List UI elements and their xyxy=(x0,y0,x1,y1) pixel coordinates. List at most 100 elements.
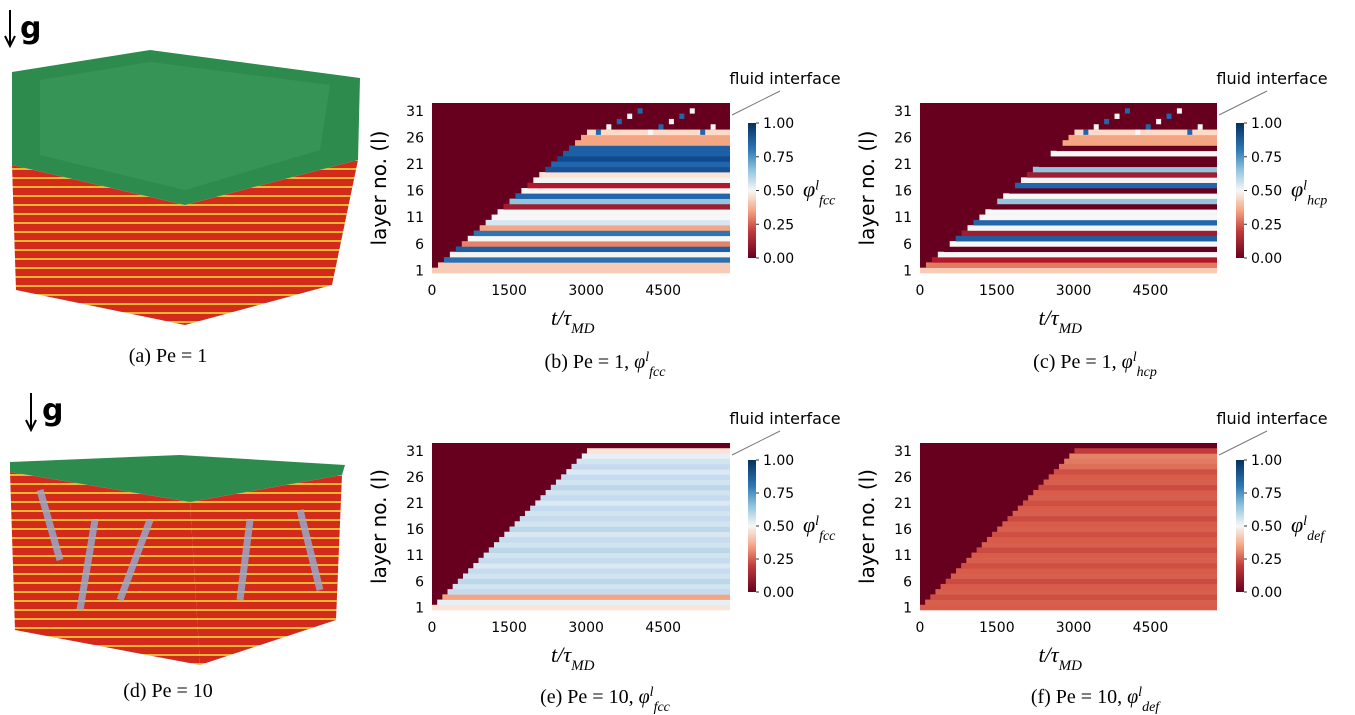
heatmap-row xyxy=(491,214,730,221)
heatmap-row xyxy=(447,589,730,595)
colorbar xyxy=(1236,123,1244,258)
y-tick-label: 6 xyxy=(415,574,424,590)
colorbar-tick-label: 0.75 xyxy=(763,486,794,502)
heatmap-row xyxy=(581,134,730,141)
gravity-label: g xyxy=(42,393,63,428)
x-tick-label: 0 xyxy=(428,620,437,636)
heatmap-row xyxy=(961,230,1217,237)
colorbar-tick-label: 1.00 xyxy=(763,453,794,469)
colorbar-sup: l xyxy=(1303,514,1307,529)
heatmap-row xyxy=(997,198,1217,205)
heatmap-row xyxy=(1062,140,1217,146)
y-axis-label: layer no. (l) xyxy=(367,131,391,246)
colorbar-symbol: φ xyxy=(803,512,815,537)
heatmap-row xyxy=(545,489,730,496)
annotation: fluid interface xyxy=(729,69,840,88)
y-tick-label: 26 xyxy=(406,131,424,147)
xl: t/τMD xyxy=(551,305,595,337)
x-tick-label: 4500 xyxy=(645,620,681,636)
annotation-arrow xyxy=(1218,430,1268,456)
heatmap-row xyxy=(937,251,1217,258)
heatmap-row xyxy=(945,578,1217,585)
caption: (a) Pe = 1 xyxy=(129,345,207,367)
heatmap-cell xyxy=(1145,124,1151,130)
heatmap-row xyxy=(1038,161,1217,168)
colorbar-tick-label: 1.00 xyxy=(1251,453,1282,469)
heatmap-row xyxy=(1074,129,1217,136)
colorbar-tick-label: 0.00 xyxy=(763,251,794,267)
heatmap-row xyxy=(461,241,730,247)
x-tick-label: 1500 xyxy=(979,283,1015,299)
x-tick-label: 1500 xyxy=(491,283,527,299)
heatmap-row xyxy=(1012,510,1217,517)
y-tick-label: 21 xyxy=(894,496,912,512)
heatmap-row xyxy=(1058,463,1217,470)
caption-sub: fcc xyxy=(649,365,666,380)
heatmap-row xyxy=(1009,188,1217,194)
heatmap-row xyxy=(586,448,730,454)
heatmap-cell xyxy=(1197,124,1203,130)
y-tick-label: 11 xyxy=(894,548,912,564)
heatmap-row xyxy=(503,203,730,210)
y-tick-label: 31 xyxy=(406,104,424,120)
x-tick-label: 3000 xyxy=(1056,283,1092,299)
caption: (e) Pe = 10, φlfcc xyxy=(540,685,671,715)
heatmap-cell xyxy=(1166,113,1172,119)
y-tick-label: 6 xyxy=(903,237,912,253)
heatmap-row xyxy=(1028,495,1217,501)
heatmap-row xyxy=(527,182,730,189)
heatmap-row xyxy=(452,583,730,590)
heatmap-row xyxy=(519,516,730,522)
heatmap-row xyxy=(515,193,730,199)
heatmap-row xyxy=(979,214,1217,221)
colorbar-symbol: φ xyxy=(1291,512,1303,537)
heatmap-row xyxy=(493,542,730,548)
render-a xyxy=(4,10,360,325)
heatmap-row xyxy=(920,267,1217,274)
colorbar-tick-label: 0.50 xyxy=(763,519,794,535)
heatmap-row xyxy=(586,129,730,136)
heatmap-row xyxy=(557,156,730,162)
heatmap-row xyxy=(561,474,730,480)
heatmap-row xyxy=(925,262,1217,268)
heatmap-row xyxy=(540,495,730,501)
x-tick-label: 3000 xyxy=(1056,620,1092,636)
x-axis-label: t/τ xyxy=(551,642,572,667)
heatmap-cell xyxy=(1187,129,1193,135)
heatmap-row xyxy=(488,547,730,553)
heatmap-row xyxy=(1050,150,1217,157)
cbl: φldef xyxy=(1291,512,1326,544)
gravity-label: g xyxy=(20,11,41,46)
caption-sub: def xyxy=(1142,700,1161,715)
heatmap-row xyxy=(449,251,730,258)
y-tick-label: 31 xyxy=(894,104,912,120)
colorbar-sup: l xyxy=(815,178,819,193)
heatmap-row xyxy=(976,547,1217,553)
heatmap-row xyxy=(473,230,730,237)
colorbar-tick-label: 1.00 xyxy=(763,116,794,132)
heatmap-cell xyxy=(595,129,601,135)
colorbar-sup: l xyxy=(1303,178,1307,193)
annotation-arrow xyxy=(731,430,781,456)
x-tick-label: 4500 xyxy=(1133,620,1169,636)
colorbar-tick-label: 0.75 xyxy=(1251,150,1282,166)
colorbar-sub: fcc xyxy=(819,529,836,544)
y-tick-label: 21 xyxy=(406,496,424,512)
cbl: φlfcc xyxy=(803,177,836,209)
heatmap-row xyxy=(950,573,1217,579)
heatmap-row xyxy=(569,145,730,152)
heatmap-cell xyxy=(1135,129,1141,135)
caption-label: (d) Pe = 10 xyxy=(123,680,213,702)
caption-sup: l xyxy=(1138,685,1142,700)
colorbar-tick-label: 0.50 xyxy=(1251,184,1282,200)
heatmap-row xyxy=(533,177,730,183)
heatmap-cell xyxy=(658,124,664,130)
annotation-arrow xyxy=(1218,90,1268,116)
heatmap-row xyxy=(514,521,730,527)
x-axis-label: t/τ xyxy=(1039,305,1060,330)
heatmap-cell xyxy=(689,108,695,114)
heatmap-row xyxy=(943,246,1217,253)
y-tick-label: 1 xyxy=(903,600,912,616)
heatmap-row xyxy=(1048,474,1217,480)
annotation-arrow xyxy=(731,90,781,116)
